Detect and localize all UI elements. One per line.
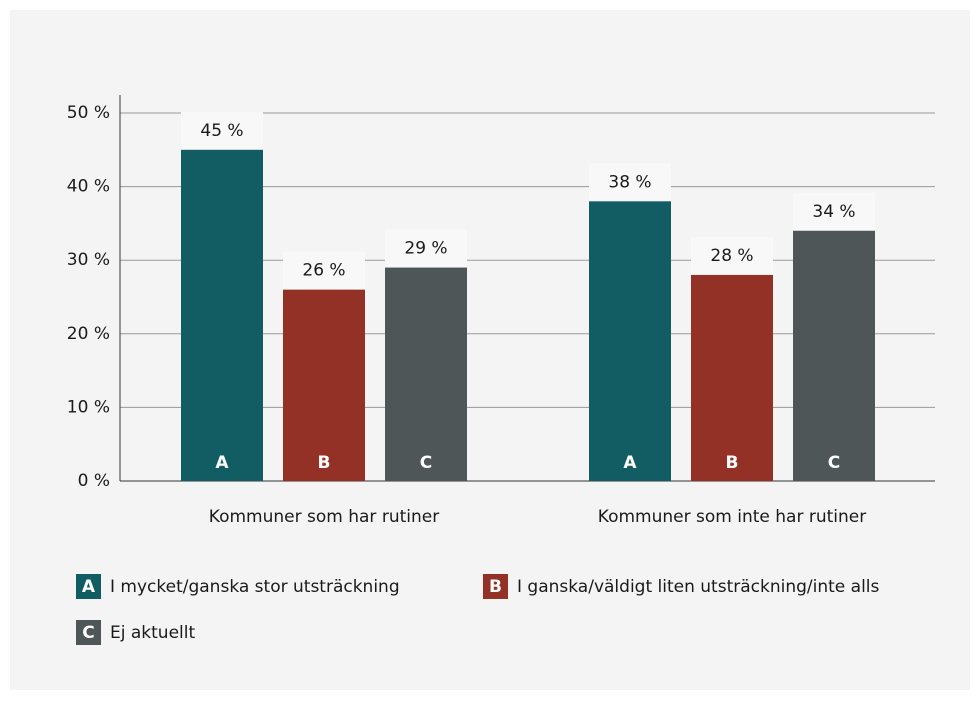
value-label: 34 % — [812, 202, 855, 222]
bar — [181, 149, 263, 482]
y-tick-label: 50 % — [67, 103, 110, 123]
value-label: 45 % — [200, 121, 243, 141]
legend-swatch — [76, 574, 101, 599]
legend-label: I mycket/ganska stor utsträckning — [110, 577, 400, 597]
x-tick-label: Kommuner som har rutiner — [209, 507, 439, 527]
x-tick-label: Kommuner som inte har rutiner — [598, 507, 866, 527]
y-tick-label: 20 % — [67, 324, 110, 344]
bar — [793, 230, 875, 481]
legend-swatch — [76, 620, 101, 645]
bar — [691, 274, 773, 481]
legend-label: I ganska/väldigt liten utsträckning/inte… — [517, 577, 880, 597]
value-label: 26 % — [302, 261, 345, 281]
y-tick-label: 40 % — [67, 177, 110, 197]
label-bg — [589, 163, 671, 202]
value-label: 38 % — [608, 172, 651, 192]
label-bg — [283, 251, 365, 290]
value-label: 28 % — [710, 246, 753, 266]
bar-key: C — [828, 453, 840, 473]
y-tick-label: 30 % — [67, 250, 110, 270]
legend-key: A — [82, 577, 96, 597]
legend-key: B — [489, 577, 502, 597]
label-bg — [691, 236, 773, 275]
value-label: 29 % — [404, 239, 447, 259]
bar — [283, 289, 365, 481]
bar-key: A — [215, 453, 229, 473]
legend-key: C — [82, 623, 94, 643]
bar-key: B — [318, 453, 331, 473]
bar-key: A — [623, 453, 637, 473]
bar — [385, 267, 467, 481]
label-bg — [793, 192, 875, 231]
label-bg — [181, 111, 263, 150]
y-tick-label: 10 % — [67, 397, 110, 417]
label-bg — [385, 229, 467, 268]
legend-swatch — [483, 574, 508, 599]
y-tick-label: 0 % — [78, 471, 110, 491]
bar — [589, 201, 671, 481]
legend-label: Ej aktuellt — [110, 623, 195, 643]
bar-key: C — [420, 453, 432, 473]
bar-key: B — [726, 453, 739, 473]
